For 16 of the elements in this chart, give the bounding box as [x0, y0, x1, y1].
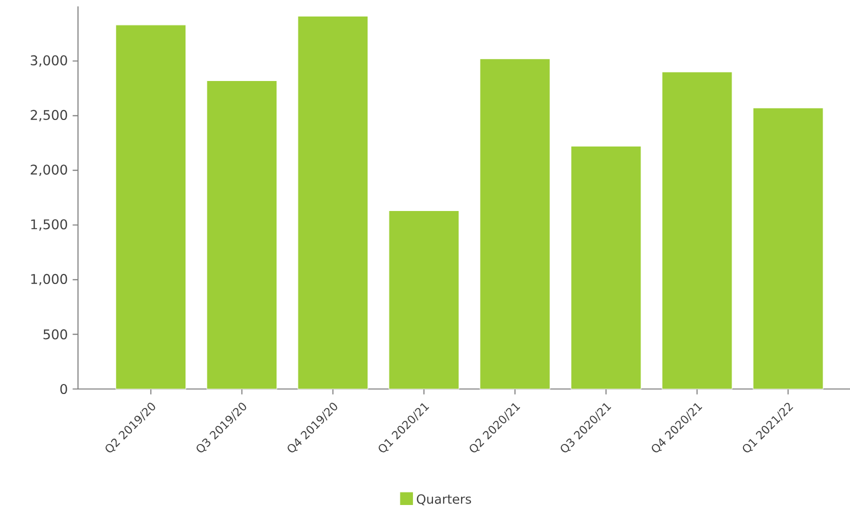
legend-label: Quarters: [416, 494, 472, 506]
bar: [206, 80, 278, 390]
y-tick-label: 2,500: [30, 110, 68, 122]
bar: [298, 16, 368, 390]
y-tick-label: 500: [44, 329, 68, 340]
bar: [388, 210, 460, 390]
bar: [570, 146, 642, 390]
y-tick-label: 0: [60, 384, 68, 394]
bar: [480, 58, 550, 390]
bar: [116, 24, 186, 390]
y-tick-label: 3,000: [30, 55, 68, 67]
bar: [752, 108, 824, 390]
bar: [662, 72, 732, 390]
y-tick-label: 2,000: [30, 164, 68, 176]
y-tick-label: 1,500: [31, 219, 68, 231]
y-tick-label: 1,000: [31, 274, 68, 286]
